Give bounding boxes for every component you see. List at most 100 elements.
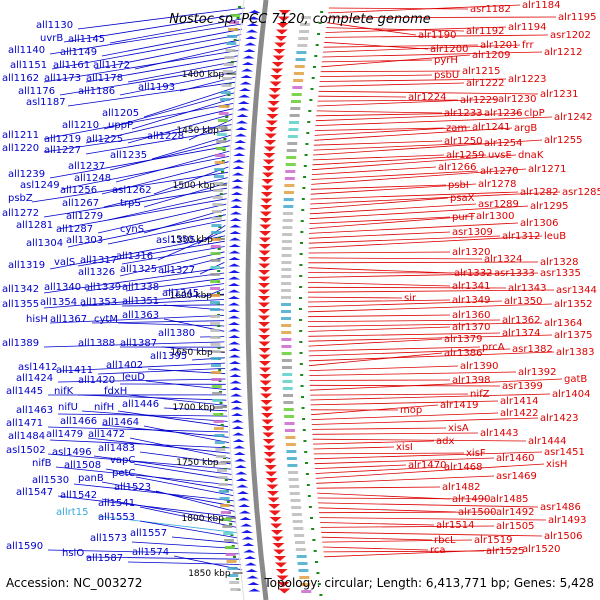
gene-leader-line (316, 110, 443, 114)
minus-strand-gene (231, 179, 244, 182)
gene-leader-line (311, 168, 527, 185)
minus-strand-gene (232, 166, 245, 169)
feature-stripe (285, 170, 296, 173)
plus-strand-gene (259, 387, 272, 392)
minus-strand-gene (235, 127, 248, 130)
right-gene-label: alr1423 (540, 413, 578, 424)
scale-tick-left (219, 193, 223, 195)
gene-leader-line (85, 108, 234, 144)
gene-leader-line (308, 338, 443, 347)
right-gene-label: alr1266 (438, 162, 476, 173)
gene-leader-line (308, 261, 539, 264)
plus-strand-gene (268, 504, 281, 509)
plus-strand-gene (260, 406, 273, 412)
feature-stripe (210, 301, 221, 304)
kbp-label: 1850 kbp (188, 569, 231, 579)
plus-strand-gene (261, 419, 274, 425)
feature-stripe (290, 107, 301, 110)
left-gene-label: nifK (54, 386, 74, 397)
left-gene-label: all1484 (8, 431, 45, 442)
feature-stripe (210, 357, 221, 360)
scale-tick-right (317, 583, 321, 585)
feature-stripe (285, 443, 296, 446)
minus-strand-gene (229, 387, 242, 390)
left-gene-label: all1227 (44, 145, 81, 156)
feature-stripe (230, 588, 241, 591)
gene-leader-line (308, 235, 501, 244)
gene-leader-line (312, 154, 517, 171)
minus-strand-gene (229, 231, 242, 234)
right-gene-label: argB (514, 123, 537, 134)
right-gene-label: alr1230 (498, 94, 536, 105)
minus-strand-gene (234, 458, 247, 462)
feature-stripe (224, 56, 235, 59)
right-gene-label: alr1231 (540, 89, 578, 100)
feature-stripe (210, 266, 221, 269)
plus-strand-gene (258, 276, 271, 282)
feature-stripe (289, 485, 300, 488)
right-gene-label: alr1254 (484, 138, 522, 149)
plus-strand-gene (271, 68, 284, 74)
left-gene-label: all1355 (2, 299, 39, 310)
gene-leader-line (107, 193, 227, 221)
right-gene-label: alr1209 (472, 50, 510, 61)
scale-tick-left (230, 61, 234, 63)
gene-leader-line (308, 319, 501, 322)
right-gene-label: dnaK (518, 150, 544, 161)
scale-tick-left (218, 369, 222, 371)
minus-strand-gene (248, 588, 261, 592)
feature-stripe (301, 590, 312, 593)
minus-strand-gene (238, 504, 251, 507)
feature-stripe (210, 294, 221, 297)
left-gene-label: trpS (120, 198, 141, 209)
gene-leader-line (320, 74, 433, 77)
gene-leader-line (325, 26, 507, 33)
gene-leader-line (309, 222, 519, 234)
minus-strand-gene (240, 530, 253, 533)
plus-strand-gene (262, 166, 275, 171)
plus-strand-gene (264, 458, 277, 464)
right-gene-label: alr1349 (452, 295, 490, 306)
minus-strand-gene (233, 445, 246, 449)
feature-stripe (289, 114, 300, 117)
gene-leader-line (311, 404, 439, 416)
left-gene-label: all1304 (26, 238, 63, 249)
plus-strand-gene (270, 75, 283, 80)
scale-tick-right (306, 484, 310, 486)
gene-leader-line (125, 277, 225, 292)
feature-stripe (291, 93, 302, 96)
right-gene-label: alr1250 (444, 136, 482, 147)
scale-tick-right (304, 154, 308, 156)
gene-leader-line (308, 332, 501, 337)
plus-strand-gene (265, 478, 278, 483)
gene-leader-line (43, 124, 232, 153)
minus-strand-gene (240, 75, 253, 78)
gene-leader-line (85, 272, 225, 292)
minus-strand-gene (228, 361, 241, 364)
feature-stripe (284, 415, 295, 418)
left-gene-label: all1239 (8, 169, 45, 180)
scale-tick-right (309, 99, 313, 101)
scale-tick-left (233, 39, 237, 41)
plus-strand-gene (258, 341, 271, 347)
feature-stripe (215, 448, 226, 451)
gene-leader-line (101, 424, 229, 438)
plus-strand-gene (261, 426, 274, 431)
feature-stripe (287, 142, 298, 145)
gene-leader-line (143, 209, 227, 234)
plus-strand-gene (258, 257, 271, 262)
left-gene-label: all1161 (53, 60, 90, 71)
feature-stripe (284, 191, 295, 194)
left-gene-label: all1479 (46, 429, 83, 440)
gene-leader-line (307, 299, 451, 303)
right-gene-label: alr1364 (544, 318, 582, 329)
gene-leader-line (310, 191, 519, 200)
right-gene-label: alr1212 (544, 47, 582, 58)
scale-tick-left (235, 578, 239, 580)
gene-leader-line (309, 205, 529, 220)
minus-strand-gene (231, 413, 244, 416)
topology-label: Topology: circular; Length: 6,413,771 bp… (263, 576, 594, 590)
scale-tick-right (318, 22, 322, 24)
gene-leader-line (322, 539, 473, 543)
gene-leader-line (312, 154, 487, 166)
